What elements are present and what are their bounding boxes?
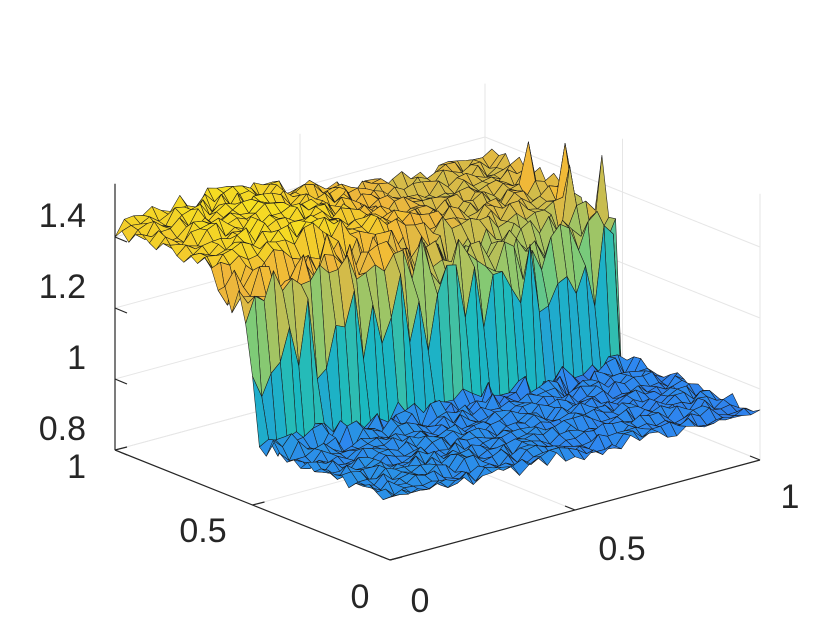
y-tick-mark — [252, 501, 265, 506]
z-tick-mark — [114, 378, 128, 385]
z-tick-mark — [114, 307, 128, 314]
x-tick-mark — [564, 505, 576, 511]
x-tick-label: 0.5 — [598, 530, 645, 568]
y-tick-label: 0 — [351, 578, 370, 616]
axes — [114, 183, 761, 561]
y-tick-mark — [114, 446, 128, 451]
z-tick-label: 1.4 — [39, 197, 86, 235]
z-tick-label: 0.8 — [39, 410, 86, 448]
y-tick-label: 1 — [67, 448, 86, 486]
surface — [114, 141, 761, 500]
z-tick-mark — [114, 449, 128, 456]
z-tick-mark — [114, 236, 128, 243]
x-tick-label: 1 — [781, 478, 800, 516]
z-tick-label: 1 — [67, 339, 86, 377]
x-tick-label: 0 — [411, 582, 430, 620]
z-tick-label: 1.2 — [39, 268, 86, 306]
x-tick-mark — [379, 555, 391, 561]
y-tick-label: 0.5 — [179, 512, 226, 550]
x-tick-mark — [749, 455, 761, 461]
tick-labels: 0.8 1 1.2 1.4 0 0.5 1 0 0.5 1 — [39, 197, 800, 620]
surface-facet — [382, 494, 400, 500]
y-tick-mark — [389, 556, 403, 561]
